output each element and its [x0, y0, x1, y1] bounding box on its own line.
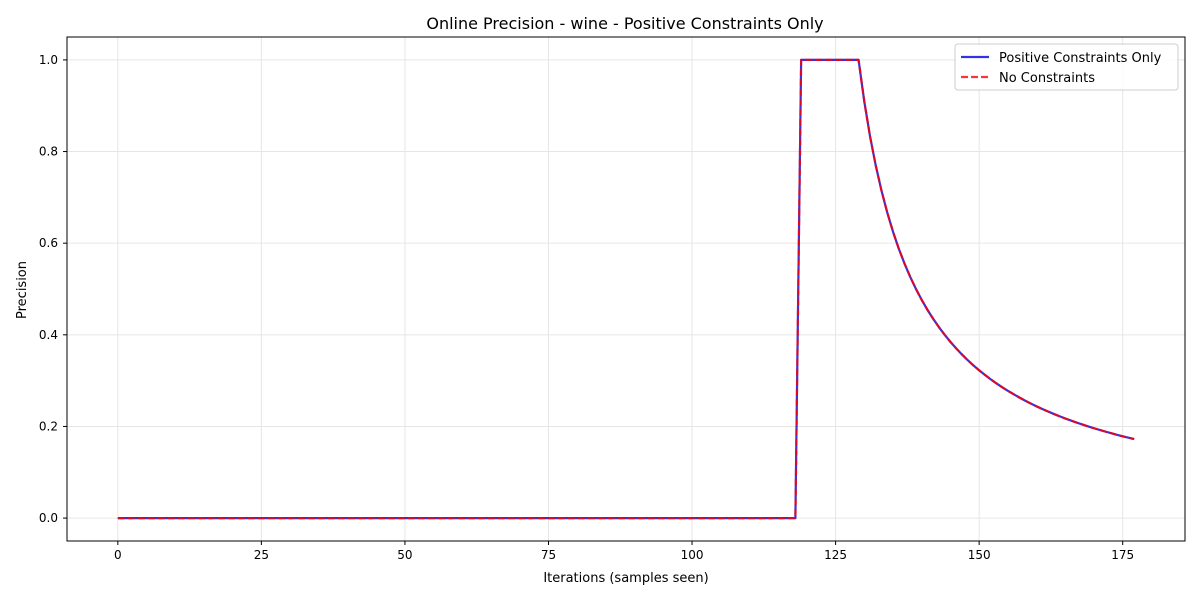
x-tick-label: 50	[397, 548, 412, 562]
x-tick-label: 150	[968, 548, 991, 562]
chart-title: Online Precision - wine - Positive Const…	[426, 14, 823, 33]
series-group	[117, 58, 1135, 520]
x-tick-label: 75	[541, 548, 556, 562]
x-axis-label: Iterations (samples seen)	[543, 571, 708, 586]
x-tick-label: 125	[824, 548, 847, 562]
y-tick-label: 0.4	[39, 328, 58, 342]
y-axis: 0.0 0.2 0.4 0.6 0.8 1.0	[39, 53, 67, 525]
legend: Positive Constraints Only No Constraints	[954, 43, 1179, 91]
y-tick-label: 0.0	[39, 511, 58, 525]
x-axis: 0 25 50 75 100 125 150 175	[114, 541, 1134, 562]
x-tick-label: 100	[681, 548, 704, 562]
x-tick-label: 0	[114, 548, 122, 562]
legend-box	[954, 43, 1179, 91]
x-tick-label: 25	[254, 548, 269, 562]
legend-label: Positive Constraints Only	[999, 51, 1162, 66]
series-line-no-constraints	[117, 58, 1135, 520]
y-tick-label: 0.2	[39, 419, 58, 433]
y-tick-label: 0.8	[39, 145, 58, 159]
y-tick-label: 1.0	[39, 53, 58, 67]
y-tick-label: 0.6	[39, 236, 58, 250]
plot-frame	[66, 36, 1186, 542]
x-tick-label: 175	[1111, 548, 1134, 562]
legend-label: No Constraints	[999, 71, 1095, 86]
y-axis-label: Precision	[15, 261, 30, 319]
